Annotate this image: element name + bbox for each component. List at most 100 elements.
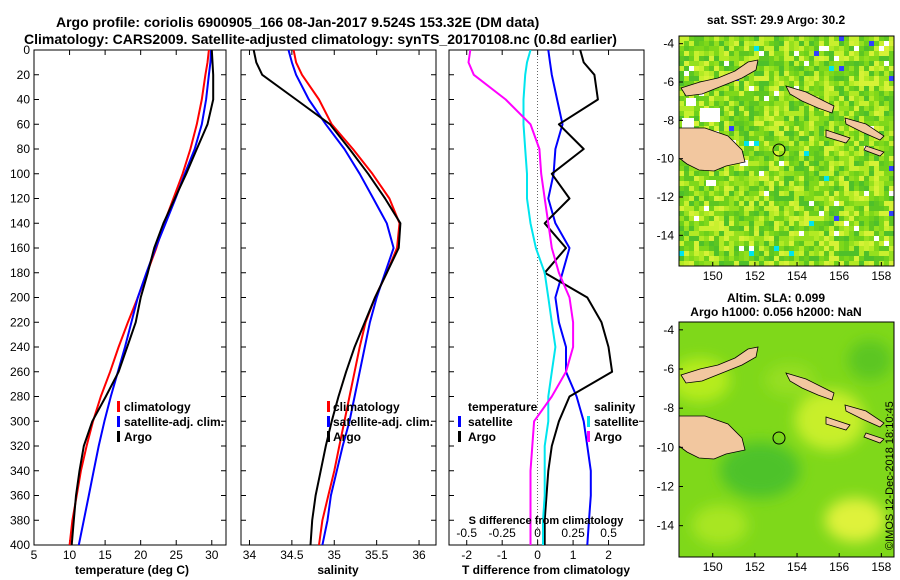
sst-cell <box>759 166 764 171</box>
sst-map-frame <box>678 35 895 267</box>
sst-cell <box>889 206 894 211</box>
sst-cell <box>759 146 764 151</box>
sst-cell <box>769 261 774 266</box>
sst-cell <box>779 181 784 186</box>
sst-cell <box>834 261 839 266</box>
sst-cell <box>754 156 759 161</box>
sst-cell <box>824 161 829 166</box>
sst-cell <box>884 191 889 196</box>
sst-cell <box>794 161 799 166</box>
legend-label-satellite: satellite-adj. clim. <box>124 415 224 429</box>
sst-cell <box>839 196 844 201</box>
sst-cell <box>789 211 794 216</box>
sst-cell <box>829 61 834 66</box>
sst-cell <box>854 216 859 221</box>
sst-cell <box>764 186 769 191</box>
sst-cell <box>824 241 829 246</box>
sst-cell <box>839 96 844 101</box>
sst-cell <box>734 46 739 51</box>
sst-cell <box>889 251 894 256</box>
sst-cell <box>684 241 689 246</box>
sst-cell <box>839 86 844 91</box>
sst-cell <box>714 176 719 181</box>
sst-cell <box>774 206 779 211</box>
sst-cell <box>884 141 889 146</box>
sst-cell <box>679 71 684 76</box>
sst-cell <box>824 76 829 81</box>
sst-cell <box>754 111 759 116</box>
y-tick-label: 340 <box>10 464 30 478</box>
sst-cell <box>709 236 714 241</box>
sst-cell <box>814 106 819 111</box>
sst-cell <box>714 246 719 251</box>
x-tick-label: 30 <box>205 548 219 562</box>
sst-cell <box>814 181 819 186</box>
sst-cell <box>729 136 734 141</box>
sst-cell <box>804 66 809 71</box>
sst-cell <box>809 51 814 56</box>
sst-cell <box>794 81 799 86</box>
sst-cell <box>874 236 879 241</box>
sst-cell <box>764 86 769 91</box>
sst-cell <box>879 231 884 236</box>
sst-cell <box>779 131 784 136</box>
sst-cell <box>869 96 874 101</box>
sst-cell <box>769 196 774 201</box>
sst-cell <box>699 246 704 251</box>
sst-cell <box>714 261 719 266</box>
sst-cell <box>744 141 749 146</box>
sst-cell <box>689 106 694 111</box>
sst-cell <box>859 191 864 196</box>
sst-cell <box>759 81 764 86</box>
sst-cell <box>719 201 724 206</box>
sst-cell <box>839 181 844 186</box>
map-x-tick-label: 152 <box>745 269 765 283</box>
sst-cell <box>829 211 834 216</box>
y-tick-label: 140 <box>10 216 30 230</box>
sst-cell <box>824 156 829 161</box>
sst-cell <box>889 216 894 221</box>
sst-cell <box>849 161 854 166</box>
sst-cell <box>834 61 839 66</box>
sst-cell <box>729 111 734 116</box>
sst-cell <box>884 36 889 41</box>
sst-cell <box>719 216 724 221</box>
sst-cell <box>859 146 864 151</box>
sst-cell <box>689 246 694 251</box>
sst-cell <box>844 86 849 91</box>
sst-cell <box>859 76 864 81</box>
sst-cell <box>724 221 729 226</box>
sst-cell <box>814 176 819 181</box>
sst-cell <box>829 236 834 241</box>
sst-cell <box>804 146 809 151</box>
sst-cell <box>769 121 774 126</box>
sst-cell <box>759 221 764 226</box>
sst-cell <box>834 151 839 156</box>
sst-cell <box>854 156 859 161</box>
sst-cell <box>689 61 694 66</box>
legend-title-temperature: temperature <box>468 400 538 414</box>
sst-cell <box>884 91 889 96</box>
sst-cell <box>809 241 814 246</box>
sla-argo-location-marker <box>772 431 786 445</box>
sst-cell <box>854 221 859 226</box>
difference-axes-box <box>448 49 645 546</box>
sst-cell <box>759 121 764 126</box>
sst-cell <box>699 191 704 196</box>
sst-cell <box>759 41 764 46</box>
sst-cell <box>744 171 749 176</box>
s-tick-label: -0.5 <box>456 526 477 540</box>
sst-cell <box>754 191 759 196</box>
sst-cell <box>809 86 814 91</box>
sst-cell <box>709 206 714 211</box>
sst-cell <box>849 136 854 141</box>
sst-cell <box>869 246 874 251</box>
sst-cell <box>849 91 854 96</box>
sst-cell <box>744 201 749 206</box>
sst-cell <box>729 176 734 181</box>
sst-cell <box>844 231 849 236</box>
sst-cell <box>859 251 864 256</box>
sst-cell <box>819 111 824 116</box>
sst-cell <box>744 191 749 196</box>
sst-cell <box>859 181 864 186</box>
